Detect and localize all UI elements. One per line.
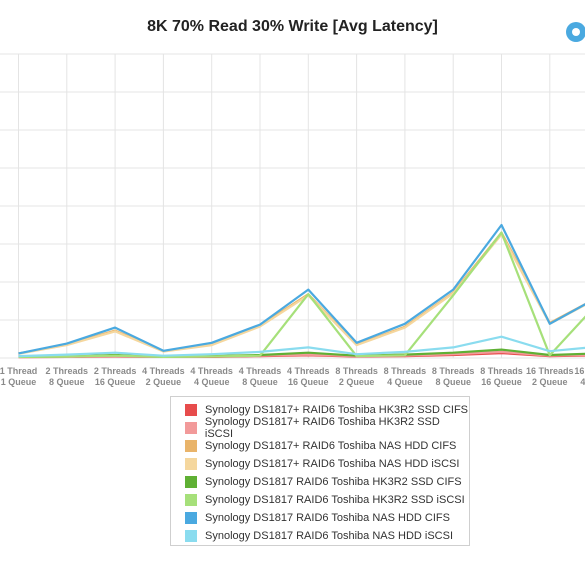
x-tick-label-line-2: 8 Queue	[242, 377, 278, 387]
legend-swatch	[185, 494, 197, 506]
x-tick-label-line-2: 16 Queue	[95, 377, 136, 387]
legend-item[interactable]: Synology DS1817+ RAID6 Toshiba NAS HDD C…	[185, 437, 469, 455]
x-tick-label: 8 Threads 4 Queue	[384, 366, 427, 387]
legend-item[interactable]: Synology DS1817 RAID6 Toshiba HK3R2 SSD …	[185, 473, 469, 491]
legend-label: Synology DS1817 RAID6 Toshiba HK3R2 SSD …	[205, 494, 465, 506]
legend-swatch	[185, 458, 197, 470]
x-tick-label: 1 Thread 1 Queue	[0, 366, 37, 387]
x-tick-label-line-2: 4 Queue	[194, 377, 230, 387]
legend-label: Synology DS1817 RAID6 Toshiba NAS HDD CI…	[205, 512, 450, 524]
chart-legend: Synology DS1817+ RAID6 Toshiba HK3R2 SSD…	[170, 396, 470, 546]
logo-icon	[566, 22, 585, 42]
x-tick-label-line-2: 8 Queue	[49, 377, 85, 387]
x-tick-label-line-1: 16 Threads	[526, 366, 574, 376]
series-line-7	[18, 223, 585, 355]
x-tick-label-line-2: 16 Queue	[481, 377, 522, 387]
horizontal-gridlines	[0, 53, 585, 359]
x-tick-label-line-1: 2 Threads	[46, 366, 89, 376]
x-tick-label-line-1: 16 Threads	[574, 366, 585, 376]
x-tick-label: 8 Threads 2 Queue	[335, 366, 378, 387]
series-line-6	[18, 231, 585, 358]
x-tick-label: 8 Threads 8 Queue	[432, 366, 475, 387]
x-tick-label-line-2: 16 Queue	[288, 377, 329, 387]
x-tick-label-line-1: 4 Threads	[142, 366, 185, 376]
legend-item[interactable]: Synology DS1817+ RAID6 Toshiba NAS HDD i…	[185, 455, 469, 473]
legend-label: Synology DS1817 RAID6 Toshiba NAS HDD iS…	[205, 530, 454, 542]
x-tick-label: 8 Threads 16 Queue	[480, 366, 523, 387]
x-tick-label-line-2: 2 Queue	[146, 377, 182, 387]
x-tick-label: 2 Threads 16 Queue	[94, 366, 137, 387]
chart-title: 8K 70% Read 30% Write [Avg Latency]	[147, 18, 438, 35]
legend-swatch	[185, 512, 197, 524]
x-tick-label-line-1: 2 Threads	[94, 366, 137, 376]
legend-label: Synology DS1817+ RAID6 Toshiba NAS HDD i…	[205, 458, 460, 470]
x-tick-label: 4 Threads 8 Queue	[239, 366, 282, 387]
x-tick-label-line-1: 4 Threads	[287, 366, 330, 376]
x-tick-label-line-1: 8 Threads	[432, 366, 475, 376]
legend-item[interactable]: Synology DS1817 RAID6 Toshiba HK3R2 SSD …	[185, 491, 469, 509]
x-tick-label-line-1: 8 Threads	[384, 366, 427, 376]
x-tick-label-line-2: 2 Queue	[339, 377, 375, 387]
legend-swatch	[185, 422, 197, 434]
legend-label: Synology DS1817+ RAID6 Toshiba NAS HDD C…	[205, 440, 457, 452]
legend-swatch	[185, 476, 197, 488]
x-tick-label-line-2: 4 Queue	[580, 377, 585, 387]
x-tick-label-line-1: 4 Threads	[239, 366, 282, 376]
x-tick-label-line-2: 4 Queue	[387, 377, 423, 387]
x-tick-label-line-1: 8 Threads	[480, 366, 523, 376]
x-tick-label-line-1: 1 Thread	[0, 366, 37, 376]
legend-label: Synology DS1817 RAID6 Toshiba HK3R2 SSD …	[205, 476, 462, 488]
x-tick-label-line-2: 1 Queue	[1, 377, 37, 387]
legend-swatch	[185, 404, 197, 416]
x-tick-label: 16 Threads 2 Queue	[526, 366, 574, 387]
legend-item[interactable]: Synology DS1817 RAID6 Toshiba NAS HDD iS…	[185, 527, 469, 545]
x-tick-label: 4 Threads 16 Queue	[287, 366, 330, 387]
legend-swatch	[185, 440, 197, 452]
vertical-gridlines	[18, 54, 551, 358]
legend-label: Synology DS1817+ RAID6 Toshiba HK3R2 SSD…	[205, 404, 469, 416]
x-tick-label-line-2: 8 Queue	[435, 377, 471, 387]
legend-item[interactable]: Synology DS1817+ RAID6 Toshiba HK3R2 SSD…	[185, 401, 469, 419]
x-tick-label: 4 Threads 2 Queue	[142, 366, 185, 387]
series-line-8	[18, 335, 585, 358]
x-tick-label: 2 Threads 8 Queue	[46, 366, 89, 387]
x-tick-label-line-2: 2 Queue	[532, 377, 568, 387]
x-tick-label: 4 Threads 4 Queue	[190, 366, 233, 387]
legend-item[interactable]: Synology DS1817+ RAID6 Toshiba HK3R2 SSD…	[185, 416, 469, 440]
x-tick-label-line-1: 8 Threads	[335, 366, 378, 376]
x-tick-label-line-1: 4 Threads	[190, 366, 233, 376]
legend-label: Synology DS1817+ RAID6 Toshiba HK3R2 SSD…	[204, 416, 440, 440]
legend-swatch	[185, 530, 197, 542]
legend-item[interactable]: Synology DS1817 RAID6 Toshiba NAS HDD CI…	[185, 509, 469, 527]
